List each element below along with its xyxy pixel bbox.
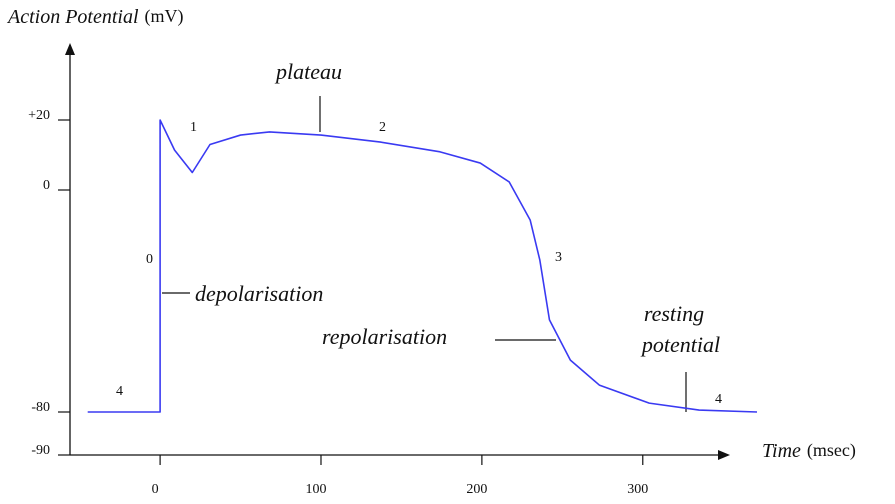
x-tick-label: 200 — [466, 482, 487, 497]
y-tick-label: 0 — [43, 178, 50, 193]
y-unit: (mV) — [145, 6, 184, 27]
x-label: Time — [762, 440, 801, 462]
x-tick-label: 0 — [152, 482, 159, 497]
resting-label: potential — [640, 332, 720, 357]
y-axis-title: Action Potential (mV) — [6, 6, 184, 28]
phase-label: 3 — [555, 250, 562, 265]
phase-label: 0 — [146, 252, 153, 267]
y-tick-label: -90 — [31, 443, 50, 458]
x-unit: (msec) — [807, 440, 856, 461]
depolarisation-label: depolarisation — [195, 281, 323, 306]
phase-label: 1 — [190, 120, 197, 135]
action-potential-line — [87, 119, 758, 413]
y-tick-label: +20 — [28, 108, 50, 123]
x-tick-label: 300 — [627, 482, 648, 497]
resting-label: resting — [644, 301, 704, 326]
repolarisation-label: repolarisation — [322, 324, 447, 349]
phase-label: 2 — [379, 120, 386, 135]
y-tick-label: -80 — [31, 400, 50, 415]
x-axis-title: Time (msec) — [762, 440, 856, 462]
x-tick-label: 100 — [305, 482, 326, 497]
phase-label: 4 — [715, 392, 722, 407]
plateau-label: plateau — [274, 59, 342, 84]
phase-label: 4 — [116, 384, 123, 399]
y-label: Action Potential — [6, 6, 139, 28]
